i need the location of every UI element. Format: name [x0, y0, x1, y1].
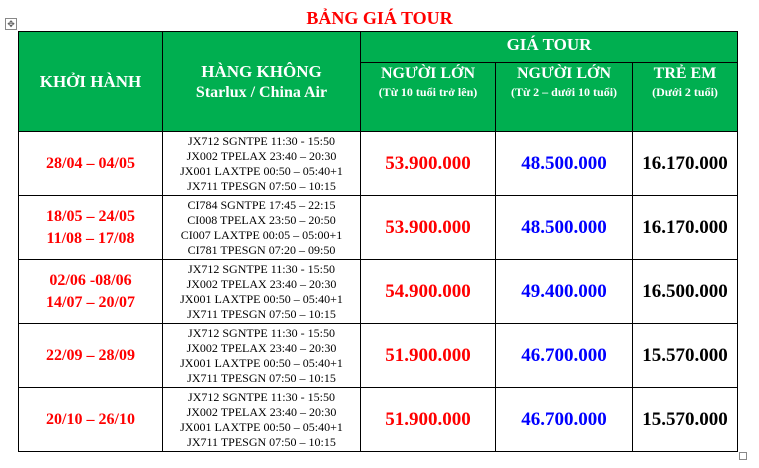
flight-line: CI007 LAXTPE 00:05 – 05:00+1 — [180, 227, 343, 242]
flight-line: CI008 TPELAX 23:50 – 20:50 — [187, 212, 336, 227]
date-range: 02/06 -08/06 — [49, 271, 132, 289]
flight-line: CI781 TPESGN 07:20 – 09:50 — [187, 242, 336, 257]
header-child: NGƯỜI LỚN (Từ 2 – dưới 10 tuổi) — [495, 62, 633, 132]
flight-line: JX001 LAXTPE 00:50 – 05:40+1 — [180, 291, 343, 306]
date-range: 28/04 – 04/05 — [46, 154, 135, 172]
flight-line: JX711 TPESGN 07:50 – 10:15 — [187, 434, 336, 449]
flight-line: JX001 LAXTPE 00:50 – 05:40+1 — [180, 163, 343, 178]
adult-price: 54.900.000 — [360, 259, 496, 324]
flight-line: JX002 TPELAX 23:40 – 20:30 — [186, 276, 337, 291]
flights: CI784 SGNTPE 17:45 – 22:15 CI008 TPELAX 2… — [162, 195, 361, 260]
infant-price: 16.170.000 — [632, 195, 738, 260]
header-infant-sub: (Dưới 2 tuổi) — [652, 85, 718, 99]
flight-line: JX001 LAXTPE 00:50 – 05:40+1 — [180, 419, 343, 434]
date-range: 22/09 – 28/09 — [46, 346, 135, 364]
flight-line: JX712 SGNTPE 11:30 - 15:50 — [188, 261, 335, 276]
depart-dates: 02/06 -08/06 14/07 – 20/07 — [18, 259, 163, 324]
header-adult-label: NGƯỜI LỚN — [380, 65, 476, 82]
flight-line: JX712 SGNTPE 11:30 - 15:50 — [188, 133, 335, 148]
header-airline: HÀNG KHÔNG Starlux / China Air — [162, 31, 361, 132]
flight-line: JX002 TPELAX 23:40 – 20:30 — [186, 404, 337, 419]
flight-line: JX711 TPESGN 07:50 – 10:15 — [187, 178, 336, 193]
table-row: 18/05 – 24/05 11/08 – 17/08 CI784 SGNTPE 1… — [18, 195, 738, 260]
date-range: 14/07 – 20/07 — [46, 293, 135, 311]
header-adult: NGƯỜI LỚN (Từ 10 tuổi trở lên) — [360, 62, 496, 132]
child-price: 48.500.000 — [495, 131, 633, 196]
adult-price: 53.900.000 — [360, 131, 496, 196]
header-child-label: NGƯỜI LỚN — [516, 65, 612, 82]
depart-dates: 28/04 – 04/05 — [18, 131, 163, 196]
child-price: 48.500.000 — [495, 195, 633, 260]
header-adult-sub: (Từ 10 tuổi trở lên) — [378, 85, 478, 99]
header-depart: KHỞI HÀNH — [18, 31, 163, 132]
header-airline-sub: Starlux / China Air — [195, 83, 328, 101]
date-range: 20/10 – 26/10 — [46, 410, 135, 428]
table-row: 28/04 – 04/05 JX712 SGNTPE 11:30 - 15:50 J… — [18, 131, 738, 196]
depart-dates: 22/09 – 28/09 — [18, 323, 163, 388]
header-child-sub: (Từ 2 – dưới 10 tuổi) — [510, 85, 618, 99]
flights: JX712 SGNTPE 11:30 - 15:50 JX002 TPELAX 2… — [162, 131, 361, 196]
header-infant: TRẺ EM (Dưới 2 tuổi) — [632, 62, 738, 132]
header-infant-label: TRẺ EM — [653, 65, 717, 82]
adult-price: 53.900.000 — [360, 195, 496, 260]
flights: JX712 SGNTPE 11:30 - 15:50 JX002 TPELAX 2… — [162, 259, 361, 324]
flight-line: JX002 TPELAX 23:40 – 20:30 — [186, 340, 337, 355]
child-price: 46.700.000 — [495, 323, 633, 388]
price-table: KHỞI HÀNH HÀNG KHÔNG Starlux / China Air … — [18, 31, 738, 452]
infant-price: 15.570.000 — [632, 387, 738, 452]
infant-price: 16.170.000 — [632, 131, 738, 196]
header-airline-label: HÀNG KHÔNG — [201, 61, 322, 81]
table-row: 02/06 -08/06 14/07 – 20/07 JX712 SGNTPE 11… — [18, 259, 738, 324]
child-price: 49.400.000 — [495, 259, 633, 324]
flight-line: JX711 TPESGN 07:50 – 10:15 — [187, 306, 336, 321]
adult-price: 51.900.000 — [360, 387, 496, 452]
flight-line: JX001 LAXTPE 00:50 – 05:40+1 — [180, 355, 343, 370]
flight-line: JX002 TPELAX 23:40 – 20:30 — [186, 148, 337, 163]
flights: JX712 SGNTPE 11:30 - 15:50 JX002 TPELAX 2… — [162, 323, 361, 388]
flight-line: JX712 SGNTPE 11:30 - 15:50 — [188, 325, 335, 340]
flight-line: CI784 SGNTPE 17:45 – 22:15 — [187, 197, 336, 212]
flights: JX712 SGNTPE 11:30 - 15:50 JX002 TPELAX 2… — [162, 387, 361, 452]
date-range: 18/05 – 24/05 — [46, 207, 135, 225]
date-range: 11/08 – 17/08 — [46, 229, 135, 247]
depart-dates: 18/05 – 24/05 11/08 – 17/08 — [18, 195, 163, 260]
depart-dates: 20/10 – 26/10 — [18, 387, 163, 452]
infant-price: 15.570.000 — [632, 323, 738, 388]
flight-line: JX711 TPESGN 07:50 – 10:15 — [187, 370, 336, 385]
table-resize-handle[interactable] — [739, 452, 747, 460]
table-row: 22/09 – 28/09 JX712 SGNTPE 11:30 - 15:50 J… — [18, 323, 738, 388]
flight-line: JX712 SGNTPE 11:30 - 15:50 — [188, 389, 335, 404]
table-move-handle-icon[interactable]: ✥ — [5, 18, 17, 30]
infant-price: 16.500.000 — [632, 259, 738, 324]
header-price: GIÁ TOUR — [360, 31, 738, 63]
child-price: 46.700.000 — [495, 387, 633, 452]
table-row: 20/10 – 26/10 JX712 SGNTPE 11:30 - 15:50 J… — [18, 387, 738, 452]
page-title: BẢNG GIÁ TOUR — [306, 8, 453, 28]
adult-price: 51.900.000 — [360, 323, 496, 388]
